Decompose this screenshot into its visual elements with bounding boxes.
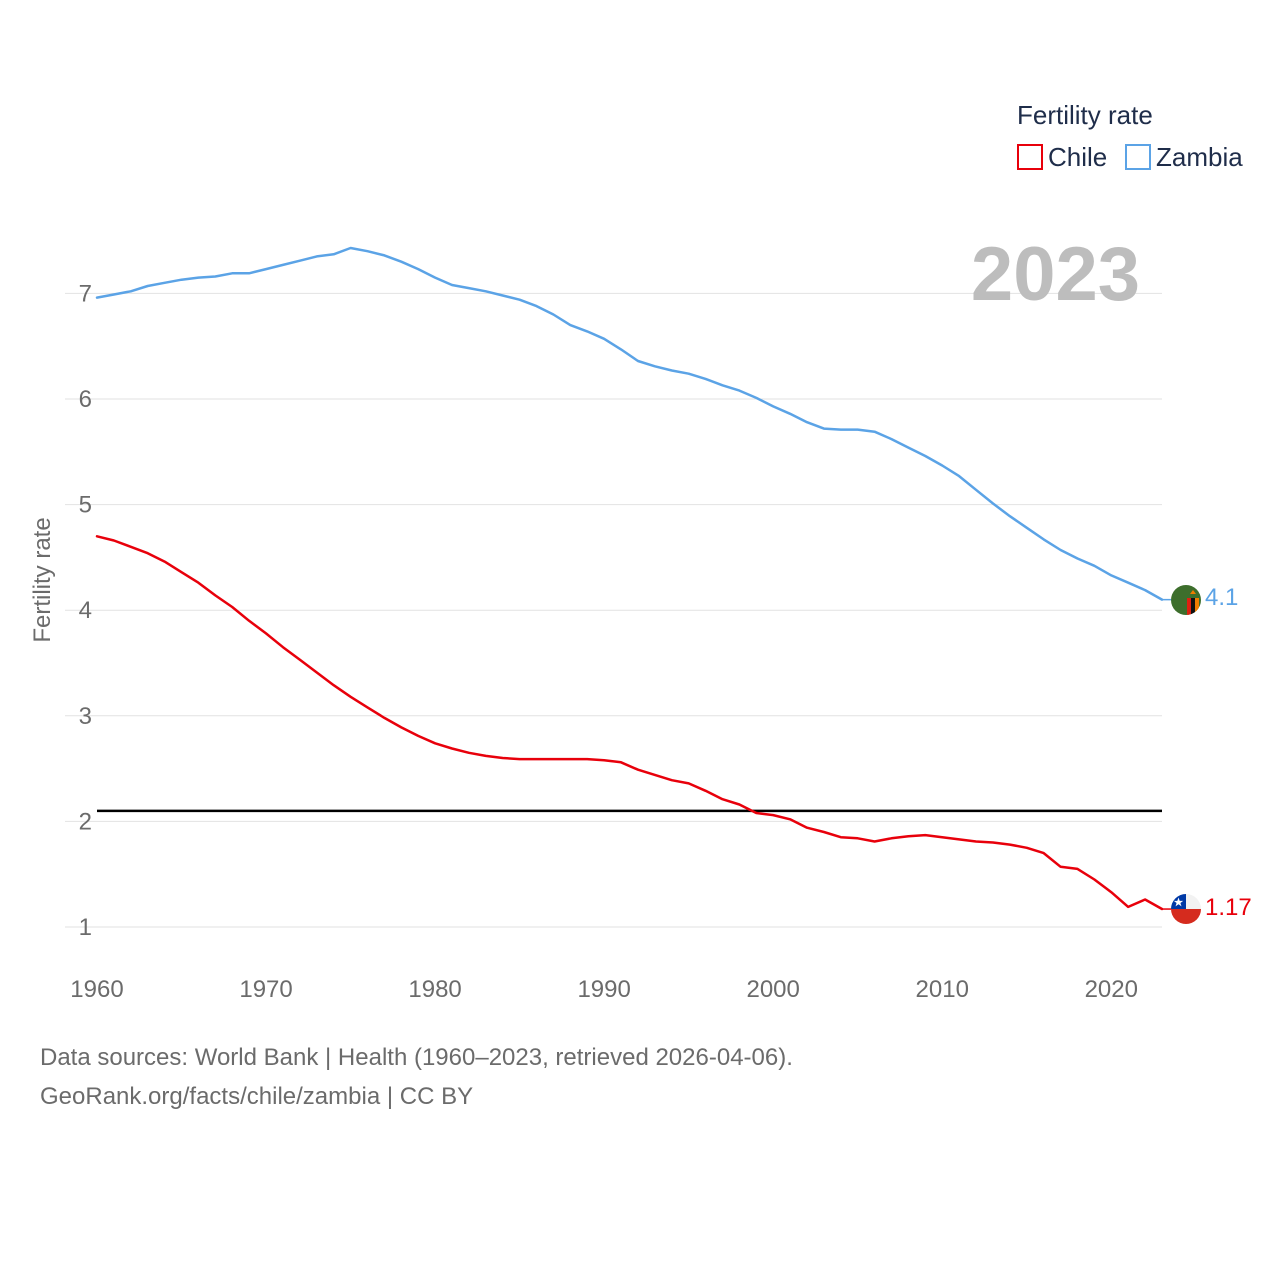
y-tick-2: 2 xyxy=(79,808,92,835)
legend-swatch-chile[interactable] xyxy=(1017,144,1043,170)
legend-label-chile[interactable]: Chile xyxy=(1048,142,1107,172)
x-tick-1970: 1970 xyxy=(239,976,292,1003)
y-tick-4: 4 xyxy=(79,597,92,624)
y-axis-ticks: 1 2 3 4 5 6 7 xyxy=(79,280,92,941)
legend: Fertility rate Chile Zambia xyxy=(1017,100,1243,172)
zambia-end-value: 4.1 xyxy=(1205,584,1238,611)
y-tick-5: 5 xyxy=(79,492,92,519)
x-tick-1980: 1980 xyxy=(408,976,461,1003)
x-tick-1990: 1990 xyxy=(577,976,630,1003)
x-tick-2020: 2020 xyxy=(1085,976,1138,1003)
footer-sources: Data sources: World Bank | Health (1960–… xyxy=(40,1044,793,1071)
legend-label-zambia[interactable]: Zambia xyxy=(1156,142,1243,172)
x-tick-1960: 1960 xyxy=(70,976,123,1003)
series-line-zambia[interactable] xyxy=(95,246,1164,601)
x-axis-ticks: 1960 1970 1980 1990 2000 2010 2020 xyxy=(70,976,1138,1003)
current-year-label: 2023 xyxy=(971,232,1140,317)
grid-lines xyxy=(65,292,1162,928)
zambia-flag-icon xyxy=(1171,585,1201,615)
fertility-chart: 1 2 3 4 5 6 7 1960 1970 1980 1990 2000 2010 2020 Fer… xyxy=(29,100,1252,1003)
legend-title: Fertility rate xyxy=(1017,100,1153,130)
series-line-chile[interactable] xyxy=(95,535,1164,911)
y-tick-3: 3 xyxy=(79,703,92,730)
x-tick-2010: 2010 xyxy=(916,976,969,1003)
chile-flag-icon xyxy=(1171,894,1201,924)
y-tick-7: 7 xyxy=(79,280,92,307)
footer-attribution-link[interactable]: GeoRank.org/facts/chile/zambia | CC BY xyxy=(40,1083,474,1110)
y-axis-title: Fertility rate xyxy=(29,517,56,642)
legend-swatch-zambia[interactable] xyxy=(1125,144,1151,170)
series-lines xyxy=(95,246,1171,911)
y-tick-6: 6 xyxy=(79,386,92,413)
chile-end-value: 1.17 xyxy=(1205,894,1252,921)
y-tick-1: 1 xyxy=(79,914,92,941)
x-tick-2000: 2000 xyxy=(746,976,799,1003)
